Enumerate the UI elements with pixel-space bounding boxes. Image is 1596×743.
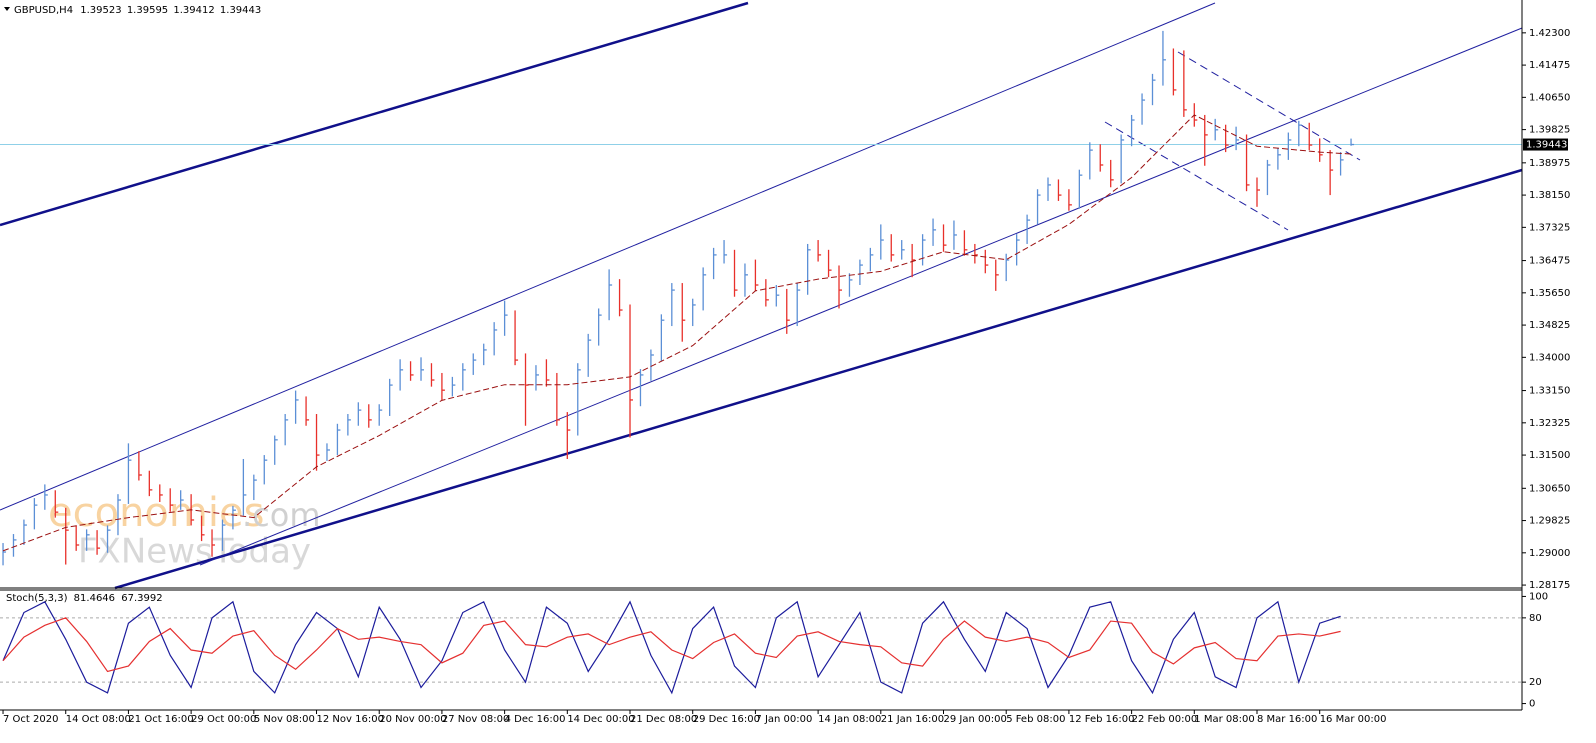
y-tick-label: 100	[1529, 591, 1548, 602]
plot: 1.42300 1.41475 1.40650 1.39825 1.38975 1.381…	[0, 28, 1570, 725]
header-value: 1.39595	[127, 5, 168, 16]
indicator-label: Stoch(5,3,3) 81.4646 67.3992	[6, 593, 163, 604]
moving-average	[2, 114, 1352, 552]
header: GBPUSD,H4 1.39523 1.39595 1.39412 1.3944…	[14, 5, 261, 16]
y-tick-label: 1.33150	[1529, 386, 1570, 397]
y-tick-label: 1.42300	[1529, 28, 1570, 39]
x-tick-label: 1 Mar 08:00	[1194, 714, 1254, 725]
y-tick-label: 1.34825	[1529, 320, 1570, 331]
trendline	[0, 2, 1216, 511]
trendline	[1177, 51, 1361, 161]
price-box-label: 1.39443	[1526, 140, 1567, 151]
x-tick-label: 4 Dec 16:00	[505, 714, 566, 725]
y-tick-label: 1.41475	[1529, 60, 1570, 71]
header-value: 1.39443	[220, 5, 261, 16]
x-tick-label: 5 Feb 08:00	[1006, 714, 1065, 725]
y-tick-label: 1.35650	[1529, 288, 1570, 299]
trendline	[0, 1, 749, 227]
x-tick-label: 27 Nov 08:00	[442, 714, 509, 725]
x-tick-label: 29 Dec 16:00	[693, 714, 760, 725]
y-tick-label: 1.38150	[1529, 190, 1570, 201]
x-tick-label: 7 Oct 2020	[3, 714, 58, 725]
x-tick-label: 7 Jan 00:00	[755, 714, 812, 725]
y-tick-label: 1.29825	[1529, 516, 1570, 527]
menu-icon	[4, 7, 10, 11]
price-box	[1523, 138, 1568, 151]
watermark: economies .com FXNewsToday	[48, 490, 321, 572]
y-tick-label: 0	[1529, 699, 1535, 710]
y-tick-label: 1.40650	[1529, 92, 1570, 103]
y-tick-label: 1.31500	[1529, 450, 1570, 461]
y-tick-label: 1.28175	[1529, 580, 1570, 591]
trendline	[1104, 121, 1289, 231]
trendline	[199, 27, 1523, 566]
x-tick-label: 22 Feb 00:00	[1132, 714, 1198, 725]
y-tick-label: 1.39825	[1529, 125, 1570, 136]
y-tick-label: 1.37325	[1529, 222, 1570, 233]
indicator-value: 81.4646	[74, 593, 115, 604]
trendline	[114, 168, 1523, 590]
x-tick-label: 16 Mar 00:00	[1320, 714, 1387, 725]
x-tick-label: 29 Oct 00:00	[191, 714, 256, 725]
watermark-text: economies	[48, 490, 264, 536]
y-tick-label: 1.38975	[1529, 158, 1570, 169]
x-tick-label: 14 Oct 08:00	[66, 714, 131, 725]
y-tick-label: 1.30650	[1529, 483, 1570, 494]
y-tick-label: 1.29000	[1529, 548, 1570, 559]
x-tick-label: 5 Nov 08:00	[254, 714, 315, 725]
x-tick-label: 21 Jan 16:00	[881, 714, 944, 725]
x-tick-label: 20 Nov 00:00	[379, 714, 446, 725]
x-tick-label: 21 Oct 16:00	[128, 714, 193, 725]
y-tick-label: 80	[1529, 613, 1542, 624]
indicator-name: Stoch(5,3,3)	[6, 593, 68, 604]
x-tick-label: 21 Dec 08:00	[630, 714, 697, 725]
header-value: 1.39523	[80, 5, 121, 16]
trendlines	[0, 1, 1523, 590]
y-tick-label: 1.36475	[1529, 256, 1570, 267]
y-tick-label: 1.32325	[1529, 418, 1570, 429]
header-value: 1.39412	[173, 5, 214, 16]
x-tick-label: 8 Mar 16:00	[1257, 714, 1317, 725]
symbol: GBPUSD,H4	[14, 5, 73, 16]
y-tick-label: 1.34000	[1529, 352, 1570, 363]
x-tick-label: 14 Jan 08:00	[818, 714, 881, 725]
indicator-value: 67.3992	[121, 593, 162, 604]
indicator-line	[2, 617, 1341, 673]
x-tick-label: 14 Dec 00:00	[567, 714, 634, 725]
watermark-text: .com	[242, 496, 321, 534]
x-tick-label: 29 Jan 00:00	[944, 714, 1007, 725]
x-tick-label: 12 Nov 16:00	[317, 714, 384, 725]
y-tick-label: 20	[1529, 677, 1542, 688]
x-tick-label: 12 Feb 16:00	[1069, 714, 1135, 725]
